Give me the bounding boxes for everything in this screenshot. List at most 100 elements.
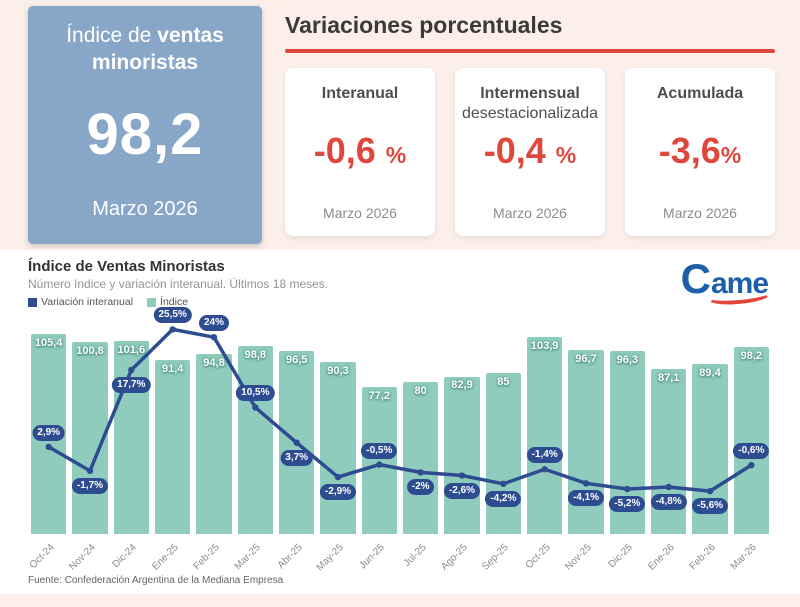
variation-label-pill: -2,6% <box>443 482 481 499</box>
bar-value-label: 96,7 <box>575 353 597 366</box>
card-value-number: -0,4 <box>483 130 546 171</box>
variation-label-pill: 25,5% <box>153 307 192 324</box>
index-bar <box>444 376 480 534</box>
variation-label-pill: 17,7% <box>112 376 151 393</box>
bar-value-label: 96,5 <box>285 353 308 366</box>
line-point <box>169 326 176 333</box>
card-title-text: Acumulada <box>656 85 744 102</box>
line-point <box>86 467 94 475</box>
card-value-number: -0,6 <box>313 130 376 171</box>
x-axis-label: Ene-26 <box>645 542 677 573</box>
variation-label-pill: -4,2% <box>485 490 522 507</box>
bar-value-label: 91,4 <box>161 363 184 376</box>
index-box-title: Índice de ventas minoristas <box>28 22 262 77</box>
card-period: Marzo 2026 <box>323 205 397 221</box>
plot-area: 105,4 100,8 101,6 91,4 94,8 98,8 96,5 90,3 77,2 8… <box>27 307 772 573</box>
card-subtitle-text: desestacionalizada <box>461 105 599 122</box>
section-title: Variaciones porcentuales <box>285 12 563 38</box>
card-value: -0,6 % <box>314 130 407 172</box>
line-point <box>128 366 135 374</box>
card-interanual: Interanual -0,6 % Marzo 2026 <box>285 68 435 236</box>
bar-value-label: 90,3 <box>327 365 349 378</box>
legend-swatch-icon <box>147 297 157 307</box>
line-point <box>541 466 548 473</box>
line-point <box>376 461 383 468</box>
line-point <box>45 443 52 451</box>
bar-value-label: 85 <box>497 375 510 388</box>
came-logo-text: ame <box>710 267 769 300</box>
variation-label-pill: 2,9% <box>32 424 66 441</box>
x-axis-label: Jul-25 <box>401 542 429 570</box>
line-point <box>706 487 714 495</box>
came-logo-c: C <box>680 255 711 302</box>
chart-legend: Variación interanual Índice <box>28 296 328 308</box>
chart-panel: Índice de Ventas Minoristas Número índic… <box>0 250 800 594</box>
index-bar <box>403 382 439 534</box>
index-bar <box>485 372 521 534</box>
legend-swatch-icon <box>28 297 37 307</box>
variation-label-pill: -1,7% <box>71 477 109 494</box>
bar-value-label: 94,8 <box>203 356 225 369</box>
index-box-title-regular: Índice de <box>66 24 158 47</box>
bar-value-label: 80 <box>414 385 427 397</box>
variation-label-pill: -2% <box>406 479 435 496</box>
index-bar <box>155 360 191 534</box>
card-title: Intermensual desestacionalizada <box>462 84 598 126</box>
variation-label-pill: -0,5% <box>361 442 398 459</box>
chart-header: Índice de Ventas Minoristas Número índic… <box>0 255 800 308</box>
legend-label: Variación interanual <box>41 296 134 308</box>
index-bar <box>196 353 232 534</box>
bar-value-label: 89,4 <box>699 367 721 380</box>
line-point <box>582 480 590 487</box>
card-value-number: -3,6 <box>658 130 721 171</box>
x-axis-label: Nov-25 <box>563 542 594 573</box>
x-axis-label: May-25 <box>314 542 346 574</box>
line-point <box>458 472 466 479</box>
line-point <box>252 404 259 411</box>
variation-label-pill: -0,6% <box>733 443 770 460</box>
card-value-unit: % <box>385 142 407 168</box>
bar-value-label: 96,3 <box>616 354 639 367</box>
card-value-unit: % <box>555 142 577 168</box>
bar-value-label: 98,2 <box>740 350 763 363</box>
line-point <box>624 485 631 493</box>
card-value: -3,6% <box>659 130 742 172</box>
line-point <box>210 334 218 341</box>
index-box-value: 98,2 <box>86 101 204 167</box>
index-bar <box>733 347 769 534</box>
line-point <box>334 473 342 481</box>
variation-label-pill: -4,1% <box>567 490 605 507</box>
x-axis-label: Jun-25 <box>357 542 388 572</box>
card-title-text: Intermensual <box>480 85 580 102</box>
line-point <box>748 461 755 469</box>
legend-label: Índice <box>160 296 189 308</box>
variation-label-pill: 3,7% <box>280 449 314 466</box>
bar-value-label: 82,9 <box>451 379 473 392</box>
variation-label-pill: -2,9% <box>319 484 357 501</box>
card-title-text: Interanual <box>321 85 399 102</box>
variation-label-pill: 10,5% <box>236 385 275 402</box>
legend-item: Variación interanual <box>28 296 133 308</box>
line-point <box>293 439 300 446</box>
chart-subtitle: Número índice y variación interanual. Úl… <box>28 277 329 291</box>
card-value-unit: % <box>720 142 742 168</box>
x-axis-label: Mar-26 <box>728 542 760 573</box>
line-point <box>665 483 672 491</box>
x-axis-label: Feb-26 <box>687 542 718 573</box>
variations-section: Variaciones porcentuales Interanual -0,6… <box>285 12 775 236</box>
x-axis-label: Oct-25 <box>523 542 553 572</box>
chart-title: Índice de Ventas Minoristas <box>28 258 225 275</box>
index-bar <box>527 336 563 534</box>
line-point <box>500 480 507 488</box>
legend-item: Índice <box>147 296 188 308</box>
card-intermensual: Intermensual desestacionalizada -0,4 % Ma… <box>455 68 605 236</box>
card-acumulada: Acumulada -3,6% Marzo 2026 <box>625 68 775 236</box>
x-axis-label: Ago-25 <box>439 542 470 573</box>
index-bar <box>320 362 356 534</box>
index-bar <box>237 346 273 534</box>
card-period: Marzo 2026 <box>663 205 737 221</box>
bar-value-label: 77,2 <box>368 390 391 403</box>
x-axis-label: Sep-25 <box>480 542 512 573</box>
bar-value-label: 98,8 <box>244 349 267 362</box>
